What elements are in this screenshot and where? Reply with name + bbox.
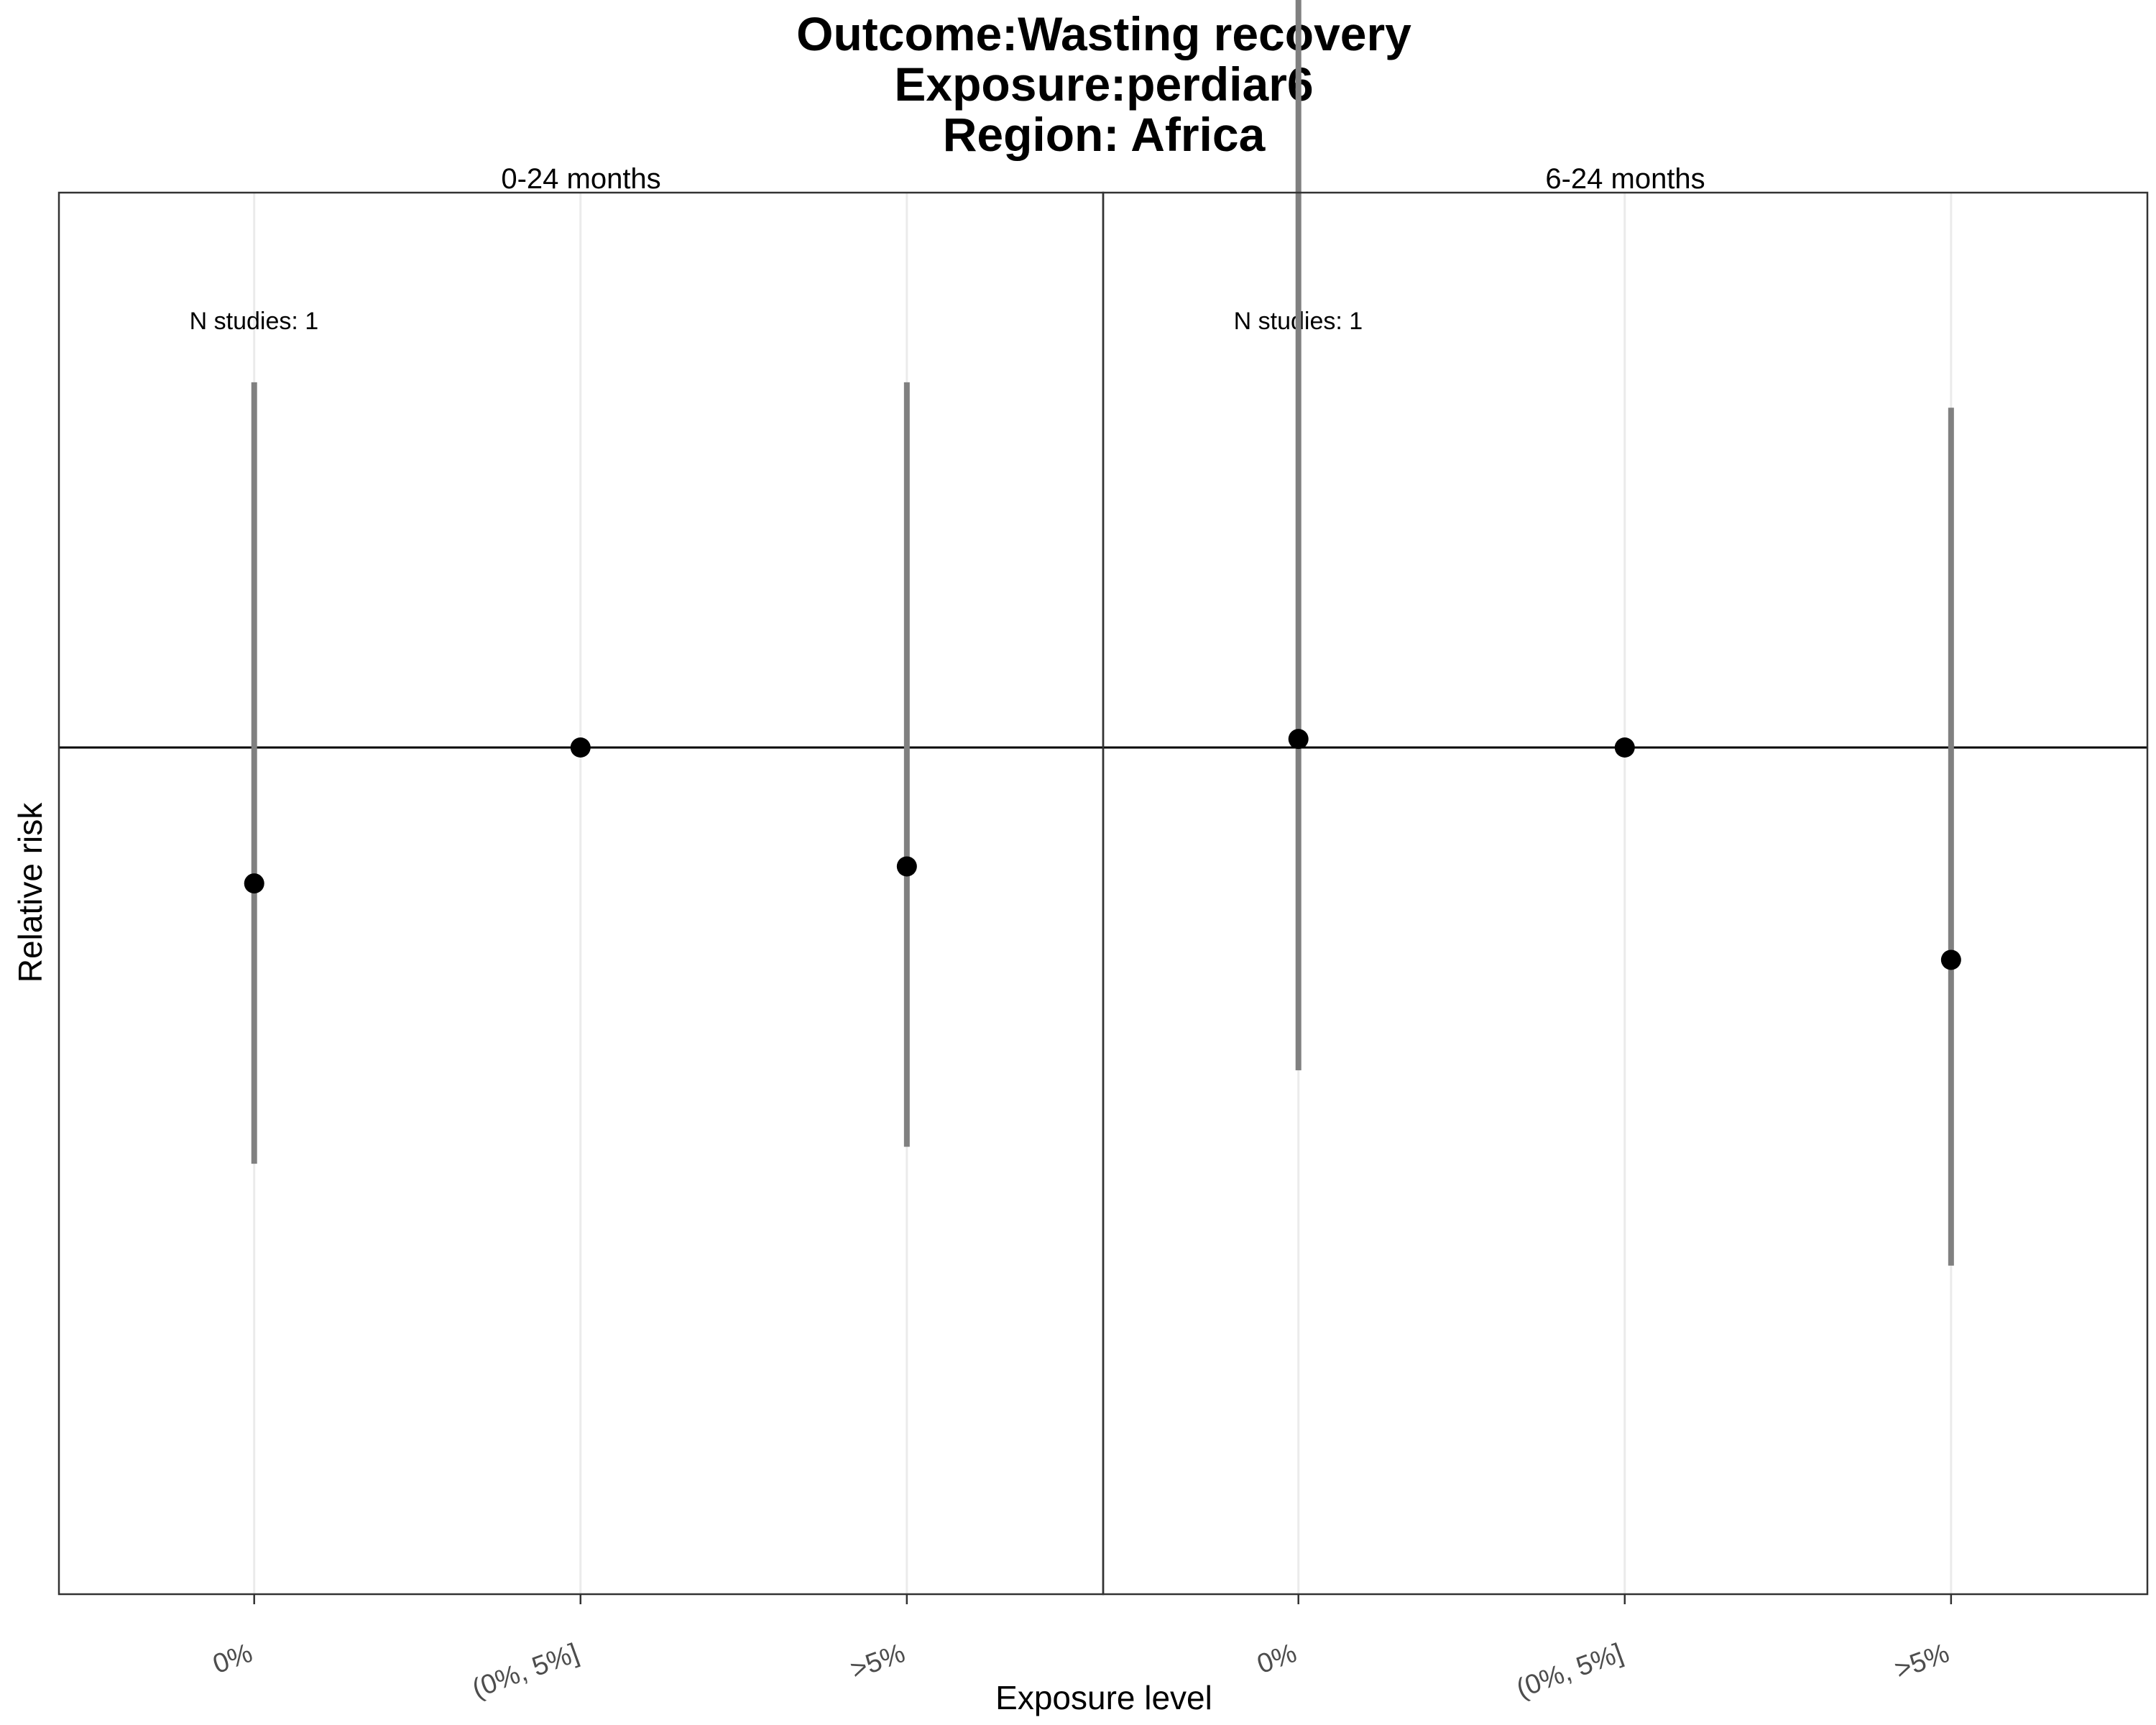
estimate-point — [244, 873, 264, 894]
n-studies-annotation: N studies: 1 — [190, 308, 319, 335]
x-tick-label: >5% — [1891, 1638, 1953, 1685]
y-axis-title: Relative risk — [11, 802, 49, 983]
estimate-point — [1288, 729, 1309, 750]
estimate-point — [896, 856, 917, 877]
x-tick-label: 0% — [1253, 1638, 1301, 1680]
estimate-point — [570, 737, 591, 758]
title-line-outcome: Outcome:Wasting recovery — [796, 7, 1411, 60]
x-tick-label: 0% — [209, 1638, 257, 1680]
x-tick-label: (0%, 5%] — [469, 1638, 583, 1704]
x-axis-title: Exposure level — [995, 1679, 1212, 1716]
x-tick-label: >5% — [847, 1638, 909, 1685]
panel-1: 0-24 months N studies: 1 0% (0%, 5%] >5% — [57, 163, 1105, 1704]
chart-title: Outcome:Wasting recovery Exposure:perdia… — [796, 7, 1411, 161]
facet-strip-label: 6-24 months — [1545, 163, 1705, 195]
title-line-region: Region: Africa — [943, 108, 1266, 161]
estimate-point — [1940, 949, 1961, 970]
title-line-exposure: Exposure:perdiar6 — [894, 58, 1313, 111]
facet-strip-label: 0-24 months — [501, 163, 660, 195]
x-tick-label: (0%, 5%] — [1513, 1638, 1627, 1704]
estimate-point — [1614, 737, 1635, 758]
facet-panels: 0-24 months N studies: 1 0% (0%, 5%] >5% 6-24… — [57, 0, 2149, 1704]
